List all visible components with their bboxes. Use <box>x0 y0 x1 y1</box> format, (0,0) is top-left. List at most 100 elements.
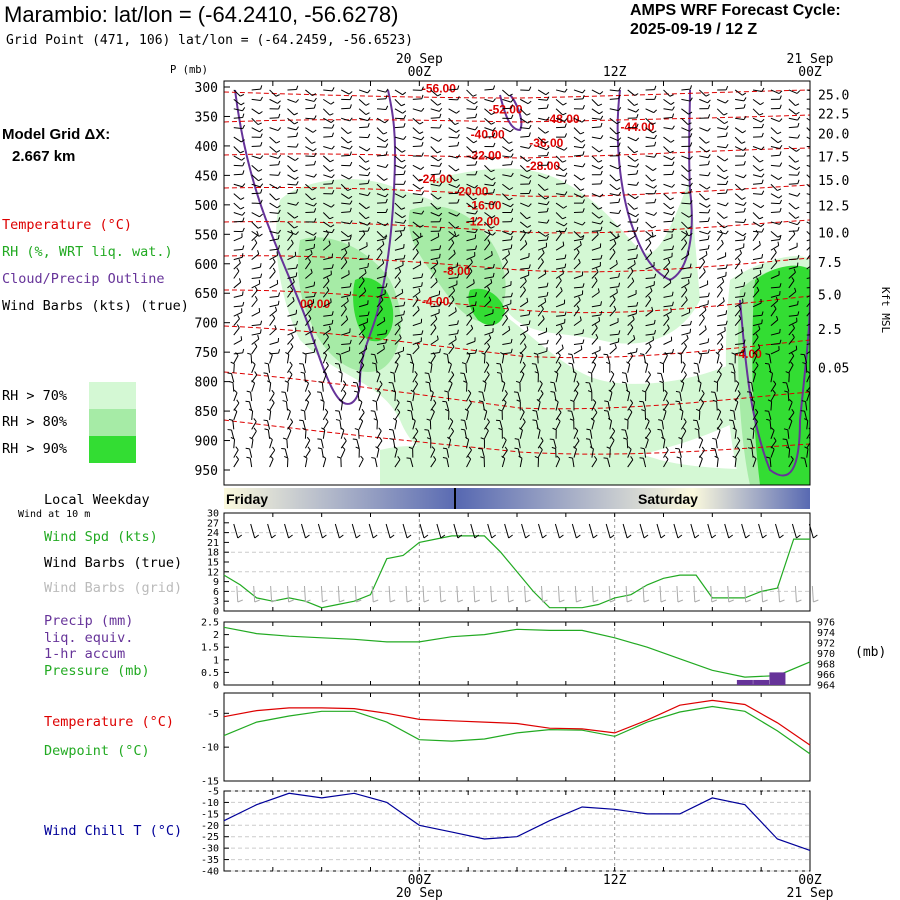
wind-barb-1100 <box>429 389 434 402</box>
wind-barb-947 <box>645 343 652 355</box>
wind-barb-705 <box>448 280 458 289</box>
surface-barb-33 <box>791 523 801 539</box>
wind-barb-707 <box>484 278 493 289</box>
wind-barb-192 <box>717 132 728 138</box>
wind-barb-317 <box>591 170 603 176</box>
kft-tick-8: 5.0 <box>818 288 841 303</box>
wind-barb-1226 <box>321 427 326 439</box>
wind-barb-269 <box>322 164 334 172</box>
wind-barb-1281 <box>712 437 718 449</box>
wind-barb-640 <box>466 258 473 270</box>
wind-barb-1230 <box>388 428 396 439</box>
pressure-tick-950: 950 <box>195 464 218 479</box>
wind-barb-476 <box>484 221 495 229</box>
wind-barb-395 <box>806 193 810 196</box>
wind-barb-108 <box>394 114 407 120</box>
wind-barb-806 <box>484 309 494 317</box>
wind-barb-302 <box>323 174 335 179</box>
wind-barb-1020 <box>764 362 772 373</box>
pressure-tick-450: 450 <box>195 169 218 184</box>
wind-barb-143 <box>430 124 442 129</box>
wind-barb-1190 <box>263 419 271 430</box>
wind-barb-952 <box>735 347 745 355</box>
wind-barb-928 <box>305 348 316 355</box>
legend-rh90-label: RH > 90% <box>2 441 68 457</box>
temp-label-7: -28.00 <box>526 159 560 173</box>
wind-barb-671 <box>430 267 437 279</box>
wind-barb-863 <box>322 325 332 336</box>
wind-barb-360 <box>770 183 782 192</box>
wind-barb-593 <box>806 246 810 251</box>
wind-barb-738 <box>448 286 456 298</box>
wind-barb-372 <box>394 193 407 199</box>
wind-barb-623 <box>752 253 764 261</box>
wind-barb-1241 <box>586 428 593 439</box>
wind-barb-1249 <box>732 427 737 439</box>
wind-barb-281 <box>538 161 550 166</box>
wind-barb-672 <box>448 273 460 279</box>
wind-barb-438 <box>394 212 406 219</box>
kft-tick-2: 20.0 <box>818 128 849 143</box>
wind-barb-1040 <box>534 371 539 383</box>
wind-barb-114 <box>502 114 514 119</box>
wind-barb-67 <box>251 108 263 115</box>
wind-barb-84 <box>555 108 567 116</box>
wind-barb-14 <box>484 85 496 91</box>
wind-barb-988 <box>788 352 795 364</box>
wind-barb-633 <box>340 258 348 270</box>
wind-barb-51 <box>555 98 567 106</box>
wind-barb-1083 <box>713 380 719 392</box>
wind-barb-949 <box>680 342 687 355</box>
wind-barb-823 <box>788 311 800 317</box>
wind-barb-1128 <box>338 399 343 411</box>
temp-label-13: -4.00 <box>422 295 450 309</box>
wind-barb-1317 <box>770 446 775 458</box>
wind-barb-378 <box>502 193 513 201</box>
surface-barb-23 <box>622 523 632 539</box>
wind-barb-939 <box>502 348 513 355</box>
wind-barb-790 <box>788 300 799 308</box>
wind-barb-1180 <box>679 408 684 421</box>
wind-barb-1232 <box>424 429 432 439</box>
wind-barb-784 <box>681 296 688 308</box>
wind-barb-713 <box>591 277 598 289</box>
wind-barb-1048 <box>680 371 687 383</box>
wind-barb-416 <box>591 202 603 210</box>
wind-barb-1322 <box>269 455 274 468</box>
wind-barb-958 <box>247 352 253 364</box>
wind-barb-190 <box>681 133 693 138</box>
wind-barb-898 <box>358 333 365 345</box>
wind-barb-832 <box>358 318 368 327</box>
wind-barb-486 <box>663 217 675 223</box>
temp-label-4: -40.00 <box>471 127 505 141</box>
wind-barb-634 <box>358 263 369 270</box>
wind-barb-959 <box>268 351 273 364</box>
wind-barb-583 <box>627 244 638 251</box>
wind-barb-115 <box>519 117 532 124</box>
wind-barb-609 <box>502 250 511 261</box>
wind-barb-872 <box>484 328 494 336</box>
wind-barb-733 <box>358 287 367 298</box>
wind-barb-436 <box>358 212 370 220</box>
precip-label: Precip (mm) <box>44 613 134 629</box>
wind-barb-730 <box>305 292 316 298</box>
wind-barb-908 <box>538 339 549 345</box>
wind-barb-482 <box>591 220 604 225</box>
wind-barb-309 <box>448 174 460 182</box>
wind-barb-1172 <box>532 409 539 421</box>
wind-barb-841 <box>520 320 531 327</box>
wind-barb-575 <box>484 239 491 251</box>
wind-barb-848 <box>645 319 656 327</box>
wind-barb-1169 <box>483 408 488 421</box>
wind-barb-18 <box>555 88 568 93</box>
wind-barb-997 <box>358 361 365 374</box>
wind-barb-981 <box>663 351 668 364</box>
wind-barb-1116 <box>710 391 718 402</box>
wind-barb-137 <box>323 124 335 129</box>
wind-barb-1332 <box>442 457 450 468</box>
wind-speed-tick-10: 30 <box>207 509 219 520</box>
wind-barb-10 <box>412 86 424 91</box>
pressure-tick-4: 972 <box>817 639 835 650</box>
wind-barb-1079 <box>645 380 651 392</box>
wind-barb-986 <box>752 351 758 364</box>
